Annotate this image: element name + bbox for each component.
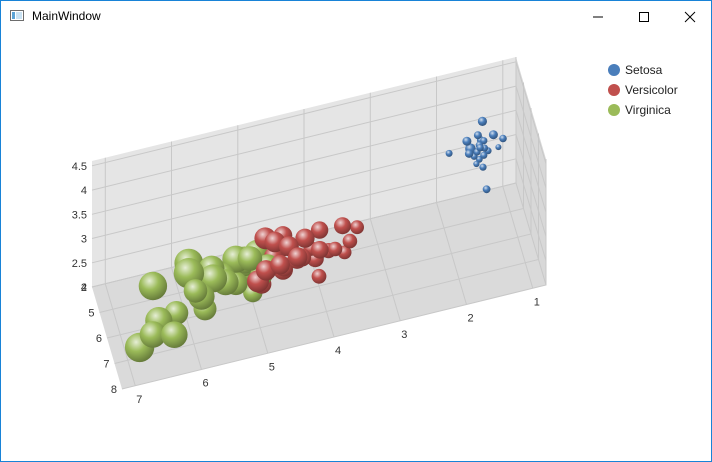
bubble-setosa[interactable] <box>462 136 472 146</box>
legend-item[interactable]: Setosa <box>608 60 678 80</box>
chart-grid <box>91 57 547 390</box>
z-tick-label: 7 <box>103 359 109 371</box>
bubble-versicolor[interactable] <box>295 228 315 248</box>
x-tick-label: 2 <box>467 313 473 325</box>
legend: Setosa Versicolor Virginica <box>608 60 678 120</box>
y-tick-label: 3 <box>81 234 87 246</box>
bubble-versicolor[interactable] <box>270 254 290 275</box>
legend-item[interactable]: Virginica <box>608 100 678 120</box>
bubble-setosa[interactable] <box>464 149 474 158</box>
window-app-icon <box>10 10 24 21</box>
bubble-versicolor[interactable] <box>334 217 351 235</box>
legend-label: Setosa <box>625 63 663 77</box>
title-bar[interactable]: MainWindow <box>1 1 711 32</box>
bubble-setosa[interactable] <box>495 144 502 151</box>
z-tick-label: 5 <box>88 308 94 320</box>
legend-label: Virginica <box>625 103 671 117</box>
chart-area: 1 2 3 4 5 6 7 2 2.5 3 3.5 4 4.5 4 5 6 7 8 Setosa Versicol… <box>1 32 711 461</box>
y-tick-label: 2.5 <box>72 258 87 270</box>
x-tick-label: 6 <box>202 378 208 390</box>
bubble-versicolor[interactable] <box>311 268 327 284</box>
chart-points <box>124 116 507 363</box>
bubble-versicolor[interactable] <box>327 241 343 257</box>
z-tick-label: 4 <box>81 282 87 294</box>
bubble-versicolor[interactable] <box>350 220 364 235</box>
bubble-setosa[interactable] <box>477 116 487 126</box>
bubble-setosa[interactable] <box>480 151 488 159</box>
y-tick-label: 4 <box>81 185 87 197</box>
bubble-setosa[interactable] <box>475 155 483 163</box>
x-tick-label: 4 <box>335 345 341 357</box>
close-button[interactable] <box>666 1 711 31</box>
y-tick-label: 4.5 <box>72 161 87 173</box>
bubble-setosa[interactable] <box>445 149 453 157</box>
grid-line-z <box>114 133 539 364</box>
bubble-virginica[interactable] <box>183 279 208 303</box>
legend-item[interactable]: Versicolor <box>608 80 678 100</box>
z-tick-label: 6 <box>96 333 102 345</box>
bubble-setosa[interactable] <box>473 160 480 168</box>
legend-marker <box>608 104 620 116</box>
bubble-setosa[interactable] <box>479 163 487 171</box>
x-tick-label: 5 <box>269 361 275 373</box>
bubble-versicolor[interactable] <box>311 241 329 259</box>
bubble-setosa[interactable] <box>476 144 484 152</box>
bubble-setosa[interactable] <box>473 131 482 140</box>
axis-tick-labels: 1 2 3 4 5 6 7 2 2.5 3 3.5 4 4.5 4 5 6 7 8 <box>72 161 540 406</box>
bubble-chart-3d[interactable]: 1 2 3 4 5 6 7 2 2.5 3 3.5 4 4.5 4 5 6 7 8 <box>1 32 711 461</box>
window-title: MainWindow <box>32 9 101 23</box>
y-tick-label: 3.5 <box>72 209 87 221</box>
maximize-icon <box>639 12 649 22</box>
minimize-button[interactable] <box>574 1 620 31</box>
bubble-versicolor[interactable] <box>288 247 308 267</box>
bubble-virginica[interactable] <box>139 321 167 348</box>
y-tick-label: 2 <box>81 282 87 294</box>
x-tick-label: 7 <box>136 394 142 406</box>
x-tick-label: 3 <box>401 329 407 341</box>
bubble-virginica[interactable] <box>138 271 168 301</box>
bubble-setosa[interactable] <box>488 130 498 140</box>
z-tick-label: 8 <box>111 384 117 396</box>
close-icon <box>684 11 696 23</box>
bubble-virginica[interactable] <box>237 246 263 271</box>
bubble-setosa[interactable] <box>499 134 507 143</box>
bubble-versicolor[interactable] <box>342 233 358 249</box>
bubble-virginica[interactable] <box>161 321 188 349</box>
bubble-versicolor[interactable] <box>310 221 329 239</box>
grid-line-z <box>106 108 532 339</box>
legend-label: Versicolor <box>625 83 678 97</box>
bubble-setosa[interactable] <box>482 185 491 194</box>
legend-marker <box>608 64 620 76</box>
maximize-button[interactable] <box>620 1 666 31</box>
x-tick-label: 1 <box>534 296 540 308</box>
grid-line-z <box>121 159 547 390</box>
legend-marker <box>608 84 620 96</box>
minimize-icon <box>593 16 603 18</box>
